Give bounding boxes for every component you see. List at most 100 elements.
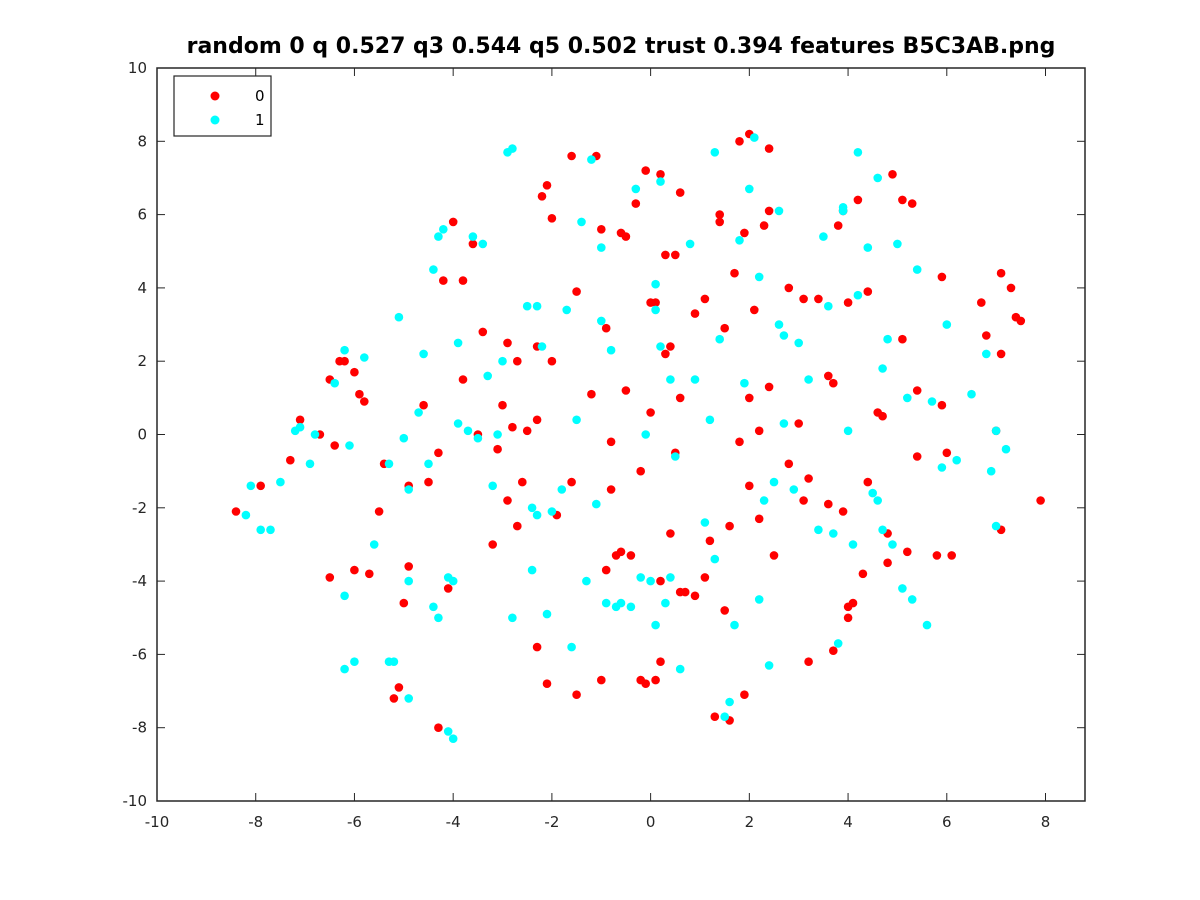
point-series-1-139 — [873, 496, 882, 505]
y-tick-label-0: 0 — [137, 426, 147, 444]
point-series-1-21 — [404, 485, 414, 494]
point-series-0-146 — [912, 452, 922, 461]
point-series-0-142 — [898, 195, 907, 205]
point-series-0-29 — [458, 276, 468, 285]
x-tick-label-2: 2 — [745, 813, 755, 831]
point-series-0-8 — [355, 389, 364, 399]
point-series-0-1 — [256, 481, 266, 491]
point-series-0-56 — [597, 225, 606, 234]
point-series-1-26 — [424, 459, 433, 469]
point-series-0-136 — [863, 477, 873, 487]
point-series-1-74 — [656, 177, 665, 186]
point-series-0-77 — [656, 170, 665, 179]
point-series-0-87 — [675, 393, 685, 403]
point-series-1-34 — [443, 727, 453, 736]
point-series-1-31 — [439, 225, 448, 234]
point-series-1-37 — [453, 419, 463, 428]
point-series-1-122 — [898, 584, 907, 593]
point-series-0-38 — [513, 521, 522, 531]
point-series-1-132 — [991, 521, 1001, 531]
point-series-1-130 — [982, 349, 991, 359]
point-series-1-93 — [754, 595, 764, 604]
point-series-1-142 — [903, 393, 912, 403]
point-series-1-12 — [350, 657, 359, 666]
point-series-0-18 — [399, 598, 409, 608]
point-series-0-17 — [394, 683, 404, 692]
point-series-0-152 — [977, 298, 986, 307]
point-series-1-123 — [907, 595, 917, 604]
point-series-0-49 — [547, 356, 557, 366]
point-series-0-112 — [764, 206, 774, 216]
point-series-0-164 — [567, 477, 576, 487]
point-series-0-25 — [443, 584, 453, 593]
point-series-0-34 — [493, 444, 502, 454]
point-series-0-117 — [794, 419, 803, 428]
point-series-1-39 — [468, 232, 478, 241]
point-series-0-104 — [745, 393, 754, 403]
point-series-1-127 — [937, 463, 947, 472]
point-series-0-16 — [389, 694, 399, 703]
point-series-0-21 — [419, 400, 428, 410]
point-series-0-118 — [799, 294, 808, 304]
x-tick-label--2: -2 — [544, 813, 559, 831]
point-series-0-149 — [937, 400, 947, 410]
point-series-1-86 — [715, 334, 724, 344]
point-series-1-70 — [641, 430, 650, 439]
point-series-0-150 — [942, 448, 952, 458]
point-series-1-42 — [483, 371, 493, 381]
point-series-0-47 — [547, 214, 557, 223]
point-series-1-50 — [527, 503, 537, 513]
x-tick-label--8: -8 — [248, 813, 263, 831]
point-series-0-107 — [750, 305, 759, 315]
point-series-1-138 — [542, 609, 552, 619]
point-series-1-4 — [276, 477, 285, 487]
point-series-1-2 — [256, 525, 266, 535]
point-series-1-115 — [868, 488, 877, 498]
point-series-0-41 — [513, 356, 522, 366]
point-series-1-69 — [636, 573, 645, 582]
x-tick-label-0: 0 — [646, 813, 656, 831]
point-series-1-144 — [592, 499, 601, 509]
legend-marker-1 — [210, 115, 220, 125]
point-series-0-95 — [715, 217, 724, 227]
point-series-0-2 — [286, 455, 295, 465]
point-series-0-27 — [434, 723, 443, 732]
point-series-1-107 — [829, 529, 838, 538]
point-series-0-114 — [769, 551, 779, 560]
point-series-1-113 — [853, 290, 863, 300]
point-series-1-53 — [527, 565, 537, 575]
point-series-0-168 — [814, 294, 823, 304]
point-series-1-27 — [429, 602, 438, 612]
point-series-1-55 — [557, 485, 567, 494]
point-series-0-143 — [903, 547, 912, 557]
point-series-0-96 — [720, 323, 729, 333]
point-series-1-62 — [597, 316, 606, 326]
point-series-1-89 — [730, 620, 739, 630]
point-series-0-67 — [631, 199, 641, 208]
point-series-1-94 — [754, 272, 764, 282]
point-series-1-129 — [967, 389, 976, 399]
point-series-1-35 — [448, 734, 458, 743]
point-series-1-76 — [661, 598, 670, 608]
point-series-1-143 — [666, 375, 675, 384]
point-series-0-135 — [863, 287, 873, 296]
point-series-1-87 — [720, 712, 729, 721]
point-series-0-159 — [1016, 316, 1026, 326]
chart-title: random 0 q 0.527 q3 0.544 q5 0.502 trust… — [187, 34, 1056, 59]
legend-box — [173, 75, 272, 137]
point-series-1-111 — [848, 540, 858, 549]
x-tick-label-8: 8 — [1041, 813, 1051, 831]
point-series-0-89 — [690, 309, 700, 318]
legend: 0 1 — [173, 75, 272, 137]
y-tick-label-2: 2 — [137, 352, 147, 370]
point-series-1-60 — [582, 576, 591, 586]
point-series-1-120 — [888, 540, 897, 549]
point-series-0-22 — [424, 477, 433, 487]
point-series-0-52 — [572, 287, 581, 296]
point-series-0-145 — [912, 386, 922, 395]
point-series-0-102 — [735, 137, 744, 146]
x-tick-label--6: -6 — [347, 813, 362, 831]
point-series-0-42 — [522, 426, 532, 436]
point-series-1-40 — [478, 239, 488, 249]
point-series-0-35 — [498, 400, 507, 410]
